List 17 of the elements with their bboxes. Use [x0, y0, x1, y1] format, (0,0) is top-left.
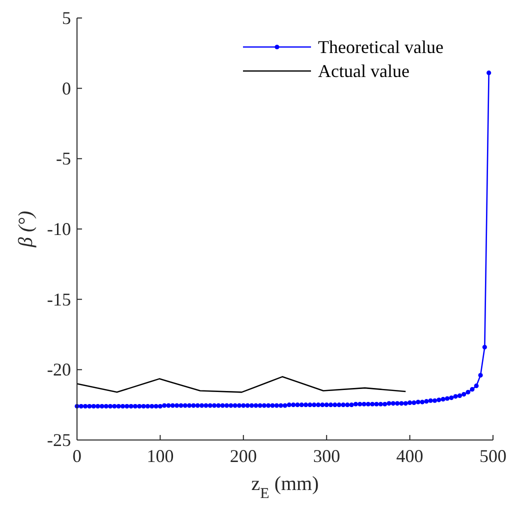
- x-tick-label: 100: [146, 446, 174, 466]
- y-tick-label: -20: [47, 360, 71, 380]
- line-series: [76, 376, 406, 393]
- y-tick-label: -15: [47, 289, 71, 310]
- y-tick-label: -25: [47, 430, 71, 450]
- x-axis-title: z$_{E}$ (mm): [251, 473, 319, 502]
- y-axis-title: β (°): [15, 210, 37, 248]
- x-tick-label: 500: [480, 446, 506, 466]
- x-tick-label: 200: [230, 446, 257, 466]
- x-tick-label: 400: [396, 446, 424, 466]
- legend-label: Theoretical value: [318, 37, 444, 57]
- y-tick-label: -10: [47, 219, 71, 239]
- x-tick-label: 300: [313, 446, 340, 466]
- y-tick-label: 0: [62, 78, 71, 98]
- y-tick-label: -5: [56, 148, 71, 169]
- legend-label: Actual value: [318, 61, 410, 81]
- y-tick-label: 5: [62, 8, 71, 28]
